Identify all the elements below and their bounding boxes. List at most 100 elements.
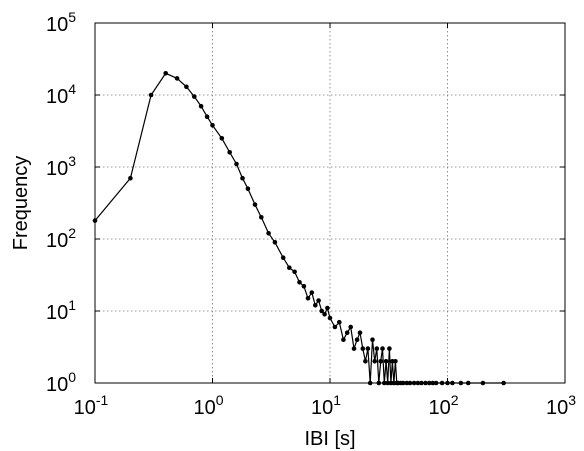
x-tick-exp: -1 (96, 392, 109, 408)
y-tick-exp: 3 (68, 153, 76, 169)
y-tick-base: 10 (46, 14, 68, 36)
x-tick-label: 103 (546, 392, 576, 419)
grid-lines (95, 23, 565, 383)
data-point (128, 175, 133, 181)
data-point (404, 380, 410, 386)
y-tick-label: 103 (46, 153, 76, 180)
data-point (198, 103, 204, 109)
x-tick-base: 10 (428, 397, 450, 419)
y-axis-label: Frequency (10, 156, 32, 251)
data-point (360, 346, 366, 351)
data-point (380, 346, 385, 351)
data-point (240, 175, 245, 181)
data-point (280, 255, 286, 260)
x-axis-label: IBI [s] (304, 428, 355, 450)
series-layer (92, 71, 506, 386)
data-point (415, 380, 421, 386)
data-point (458, 380, 464, 386)
data-point (344, 330, 350, 336)
data-point (382, 380, 387, 386)
y-tick-label: 105 (46, 9, 76, 36)
data-point (184, 84, 189, 90)
y-tick-label: 101 (46, 297, 76, 324)
data-point (204, 114, 210, 119)
x-tick-exp: 1 (333, 392, 341, 408)
data-point (393, 359, 398, 364)
data-point (148, 92, 154, 98)
data-point (376, 380, 382, 386)
data-point (385, 380, 391, 386)
x-tick-exp: 0 (216, 392, 224, 408)
y-tick-label: 104 (46, 81, 76, 108)
data-point (316, 298, 321, 303)
data-point (400, 380, 406, 386)
data-point (433, 380, 439, 386)
data-point (365, 346, 371, 351)
x-tick-base: 10 (546, 397, 568, 419)
data-point (501, 380, 506, 386)
data-point (427, 380, 432, 386)
x-tick-label: 100 (193, 392, 223, 419)
data-point (163, 71, 168, 76)
series-line (94, 72, 504, 384)
data-point (423, 380, 428, 386)
data-point (337, 319, 342, 325)
data-point (322, 312, 327, 317)
data-point (341, 337, 346, 343)
data-point (407, 380, 413, 386)
data-point (192, 94, 197, 99)
data-point (383, 359, 389, 364)
y-tick-exp: 4 (68, 81, 76, 97)
data-point (325, 305, 330, 311)
x-tick-base: 10 (311, 397, 333, 419)
data-point (287, 265, 292, 271)
data-point (430, 380, 436, 386)
y-tick-exp: 5 (68, 9, 76, 25)
y-tick-base: 10 (46, 86, 68, 108)
data-point (297, 280, 302, 285)
data-point (387, 346, 392, 351)
data-point (234, 161, 239, 167)
data-point (370, 337, 375, 343)
data-point (332, 324, 338, 330)
data-point (309, 290, 315, 295)
x-tick-base: 10 (193, 397, 215, 419)
data-point (348, 324, 354, 330)
y-tick-base: 10 (46, 158, 68, 180)
data-point (266, 231, 271, 236)
data-point (245, 186, 251, 191)
data-point (327, 315, 333, 321)
data-point (351, 346, 357, 351)
x-tick-exp: 3 (568, 392, 576, 408)
y-tick-label: 100 (46, 369, 76, 396)
y-tick-exp: 1 (68, 297, 76, 313)
data-point (292, 269, 297, 275)
y-tick-exp: 2 (68, 225, 76, 241)
data-point (363, 359, 368, 364)
data-point (374, 346, 380, 351)
y-tick-base: 10 (46, 374, 68, 396)
data-point (354, 337, 360, 343)
x-tick-base: 10 (74, 397, 96, 419)
data-point (439, 380, 445, 386)
data-point (465, 380, 471, 386)
data-point (252, 202, 258, 207)
data-point (219, 136, 225, 141)
data-point (319, 308, 325, 314)
data-point (259, 215, 264, 220)
data-point (313, 303, 318, 308)
x-tick-exp: 2 (451, 392, 459, 408)
x-tick-label: 101 (311, 392, 341, 419)
data-point (372, 359, 378, 364)
data-point (301, 284, 307, 289)
data-point (411, 380, 417, 386)
data-point (357, 330, 363, 336)
y-tick-base: 10 (46, 230, 68, 252)
y-tick-label: 102 (46, 225, 76, 252)
data-point (305, 296, 311, 301)
data-point (367, 380, 373, 386)
x-tick-label: 10-1 (74, 392, 109, 419)
data-point (92, 218, 98, 223)
